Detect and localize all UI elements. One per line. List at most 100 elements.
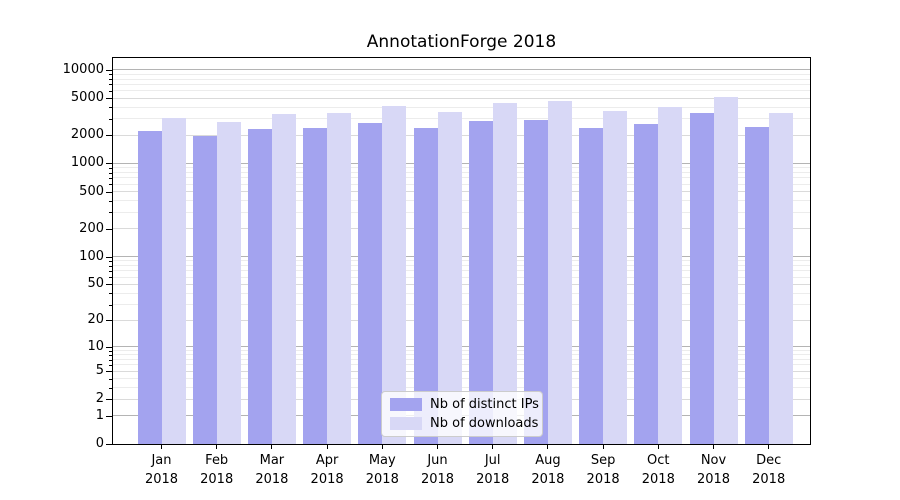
x-tick-month: Apr [315, 453, 339, 468]
bar-sep-distinct-ips [579, 128, 604, 444]
legend-label-distinct-ips: Nb of distinct IPs [430, 396, 539, 412]
bar-jan-distinct-ips [137, 131, 162, 444]
x-tick-label-aug: Aug 2018 [520, 451, 576, 489]
y-tick-label: 1 [95, 407, 104, 423]
y-tick-mark [106, 346, 112, 348]
y-minor-tick-mark [109, 378, 112, 380]
x-tick-year: 2018 [586, 472, 620, 487]
y-tick-label: 2000 [70, 127, 104, 143]
y-minor-tick-mark [109, 200, 112, 202]
bar-dec-downloads [768, 113, 793, 444]
y-minor-tick-mark [109, 260, 112, 262]
y-tick-mark [106, 320, 112, 322]
minor-gridline [113, 200, 810, 202]
x-tick-mark [492, 445, 494, 449]
x-tick-month: Jul [484, 453, 501, 468]
bar-feb-distinct-ips [192, 135, 217, 444]
y-tick-label: 100 [79, 248, 104, 264]
major-gridline [113, 69, 810, 71]
chart-title: AnnotationForge 2018 [366, 32, 557, 52]
minor-gridline [113, 177, 810, 179]
minor-gridline [113, 106, 810, 108]
minor-gridline [113, 292, 810, 294]
minor-gridline [113, 183, 810, 185]
y-tick-label: 500 [79, 183, 104, 199]
bar-may-downloads [382, 105, 407, 444]
y-minor-tick-mark [109, 350, 112, 352]
x-tick-year: 2018 [531, 472, 565, 487]
minor-gridline [113, 378, 810, 380]
x-tick-mark [381, 445, 383, 449]
y-tick-mark [106, 256, 112, 258]
x-tick-mark [713, 445, 714, 449]
major-gridline [113, 191, 810, 193]
major-gridline [113, 319, 810, 321]
y-tick-mark [106, 98, 112, 100]
minor-gridline [113, 167, 810, 169]
legend-item-distinct-ips: Nb of distinct IPs [390, 396, 542, 412]
x-tick-year: 2018 [200, 472, 234, 487]
y-tick-mark [106, 228, 112, 230]
minor-gridline [113, 90, 810, 92]
y-tick-mark [106, 69, 112, 71]
y-tick-label: 5000 [70, 90, 104, 106]
y-minor-tick-mark [109, 74, 112, 76]
y-minor-tick-mark [109, 177, 112, 179]
minor-gridline [113, 350, 810, 351]
legend: Nb of distinct IPs Nb of downloads [381, 391, 543, 437]
x-tick-year: 2018 [310, 472, 344, 487]
minor-gridline [113, 364, 810, 366]
bar-oct-downloads [658, 107, 683, 444]
y-tick-label: 10 [87, 338, 104, 354]
x-tick-year: 2018 [420, 472, 455, 487]
minor-gridline [113, 304, 810, 306]
y-tick-mark [106, 444, 112, 445]
bar-apr-distinct-ips [303, 128, 328, 444]
x-tick-mark [657, 445, 659, 449]
y-tick-label: 1000 [70, 155, 104, 171]
major-gridline [113, 162, 810, 164]
minor-gridline [113, 270, 810, 272]
minor-gridline [113, 359, 810, 361]
major-gridline [113, 97, 810, 99]
minor-gridline [113, 276, 810, 278]
bar-feb-downloads [216, 121, 241, 444]
y-tick-mark [106, 415, 112, 417]
x-tick-month: Feb [205, 453, 229, 468]
bar-nov-downloads [713, 96, 738, 444]
major-gridline [113, 256, 810, 258]
x-tick-label-jun: Jun 2018 [410, 451, 466, 489]
x-tick-year: 2018 [752, 472, 786, 487]
bar-jul-downloads [492, 103, 517, 444]
minor-gridline [113, 172, 810, 173]
x-tick-month: Jun [427, 453, 448, 468]
x-tick-label-feb: Feb 2018 [189, 451, 245, 489]
x-tick-month: Nov [700, 453, 727, 468]
minor-gridline [113, 265, 810, 267]
x-tick-year: 2018 [641, 472, 675, 487]
x-tick-mark [602, 445, 604, 449]
y-tick-mark [106, 371, 112, 373]
y-tick-mark [106, 191, 112, 193]
x-tick-year: 2018 [365, 472, 399, 487]
x-tick-label-dec: Dec 2018 [741, 451, 797, 489]
y-minor-tick-mark [109, 212, 112, 214]
bar-mar-downloads [271, 114, 296, 444]
bar-sep-downloads [603, 110, 628, 444]
y-minor-tick-mark [109, 277, 112, 279]
x-tick-mark [161, 445, 162, 449]
x-tick-label-mar: Mar 2018 [244, 451, 300, 489]
y-minor-tick-mark [109, 364, 112, 366]
x-tick-month: May [368, 453, 396, 468]
x-tick-mark [326, 445, 328, 449]
x-tick-label-oct: Oct 2018 [630, 451, 686, 489]
x-tick-label-may: May 2018 [354, 451, 410, 489]
y-tick-label: 200 [79, 220, 104, 236]
x-tick-mark [271, 445, 273, 449]
minor-gridline [113, 387, 810, 389]
y-minor-tick-mark [109, 265, 112, 267]
bar-may-distinct-ips [358, 123, 383, 444]
x-tick-year: 2018 [696, 472, 731, 487]
y-tick-label: 10000 [62, 61, 104, 77]
minor-gridline [113, 118, 810, 120]
